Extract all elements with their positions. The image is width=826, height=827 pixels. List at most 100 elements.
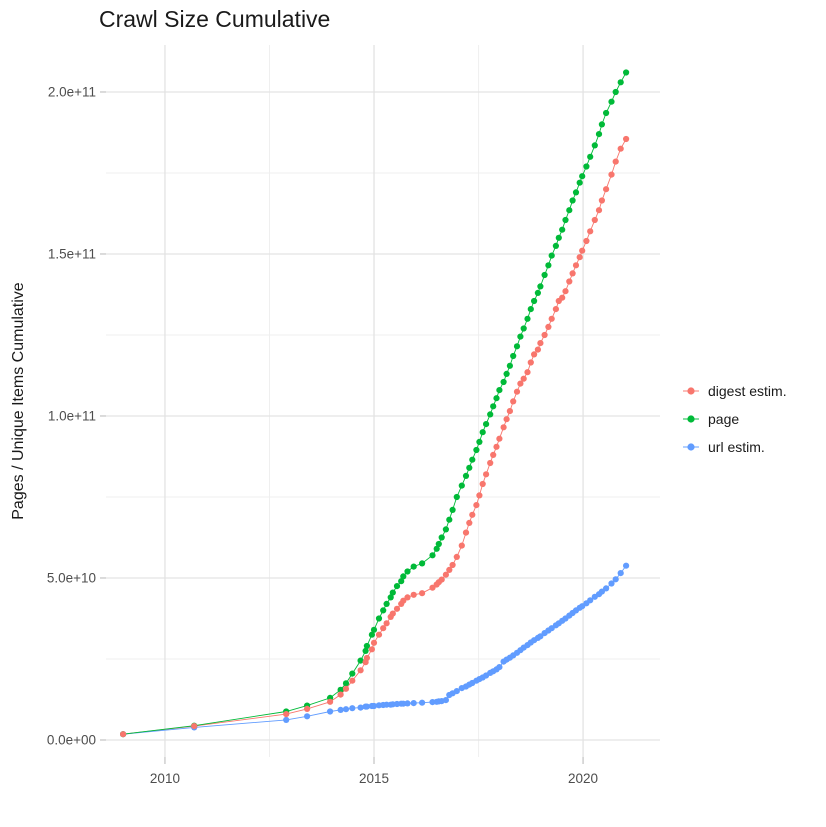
data-point <box>363 642 370 650</box>
data-point <box>368 631 375 638</box>
data-point <box>517 380 524 387</box>
data-point <box>419 560 426 567</box>
data-point <box>120 731 127 738</box>
data-point <box>559 226 566 233</box>
data-point <box>389 610 396 617</box>
legend-label: url estim. <box>708 439 765 455</box>
data-point <box>419 699 426 706</box>
data-point <box>603 585 610 592</box>
data-point <box>496 387 503 394</box>
y-axis-title: Pages / Unique Items Cumulative <box>10 241 32 561</box>
data-point <box>462 529 470 536</box>
data-point <box>520 325 527 332</box>
legend-item-digest-estim: digest estim. <box>683 383 787 399</box>
data-point <box>453 688 460 695</box>
data-point <box>375 615 383 622</box>
data-point <box>479 429 486 436</box>
data-point <box>349 677 356 684</box>
data-point <box>548 252 555 259</box>
legend-key-dot-icon <box>687 443 695 451</box>
data-point <box>527 306 534 313</box>
data-point <box>453 493 460 501</box>
data-point <box>608 98 615 105</box>
legend-key-dot-icon <box>687 387 695 395</box>
data-point <box>469 456 476 463</box>
y-tick-label: 1.5e+11 <box>48 246 96 261</box>
data-point <box>357 657 364 664</box>
data-point <box>400 573 407 580</box>
data-point <box>429 552 436 559</box>
data-point <box>534 289 542 296</box>
data-point <box>483 471 490 478</box>
data-point <box>572 189 580 196</box>
data-point <box>404 568 411 575</box>
data-point <box>503 370 510 377</box>
data-point <box>617 145 624 152</box>
data-point <box>513 388 521 395</box>
data-point <box>598 197 606 204</box>
data-point <box>500 424 507 431</box>
data-point <box>612 158 619 165</box>
data-point <box>435 540 442 548</box>
data-point <box>357 667 364 674</box>
data-point <box>490 403 497 410</box>
legend-key-dot-icon <box>687 415 695 423</box>
data-point <box>363 703 370 710</box>
data-point <box>370 702 378 710</box>
data-point <box>562 288 569 295</box>
data-point <box>429 584 436 591</box>
data-point <box>337 691 344 698</box>
data-point <box>583 163 590 170</box>
data-point <box>490 451 497 458</box>
data-point <box>579 247 586 254</box>
data-point <box>393 605 401 612</box>
x-tick-label: 2015 <box>359 771 389 786</box>
legend-item-page: page <box>683 411 739 427</box>
data-point <box>362 647 369 655</box>
data-point <box>513 343 521 350</box>
y-tick-label: 0.0e+00 <box>47 732 96 747</box>
data-point <box>383 620 390 627</box>
data-point <box>569 197 576 204</box>
data-point <box>493 443 500 450</box>
data-point <box>476 438 483 445</box>
data-point <box>576 179 583 186</box>
data-point <box>545 262 552 269</box>
data-point <box>370 639 378 646</box>
data-point <box>389 589 396 596</box>
data-point <box>517 333 524 340</box>
legend-item-url-estim: url estim. <box>683 439 765 455</box>
data-point <box>473 446 480 454</box>
chart-title: Crawl Size Cumulative <box>99 6 331 32</box>
data-point <box>520 375 527 382</box>
y-tick-label: 1.0e+11 <box>48 408 96 423</box>
data-point <box>487 411 494 418</box>
data-point <box>496 435 503 442</box>
data-point <box>506 362 513 369</box>
data-point <box>404 700 411 707</box>
data-point <box>527 359 534 366</box>
data-point <box>623 562 630 569</box>
data-point <box>598 121 606 128</box>
data-point <box>442 526 449 533</box>
data-point <box>617 570 624 577</box>
data-point <box>496 664 503 671</box>
data-point <box>368 646 375 653</box>
data-point <box>398 578 405 585</box>
data-point <box>342 680 350 687</box>
data-point <box>598 588 606 595</box>
data-point <box>370 626 378 633</box>
series-points-page <box>120 69 630 738</box>
data-point <box>404 594 411 601</box>
data-point <box>524 315 531 322</box>
data-point <box>531 351 538 358</box>
data-point <box>466 464 473 471</box>
data-point <box>342 706 350 713</box>
data-point <box>387 594 394 601</box>
x-tick-label: 2010 <box>150 771 180 786</box>
data-point <box>449 561 456 569</box>
data-point <box>506 408 513 415</box>
data-point <box>531 297 538 305</box>
